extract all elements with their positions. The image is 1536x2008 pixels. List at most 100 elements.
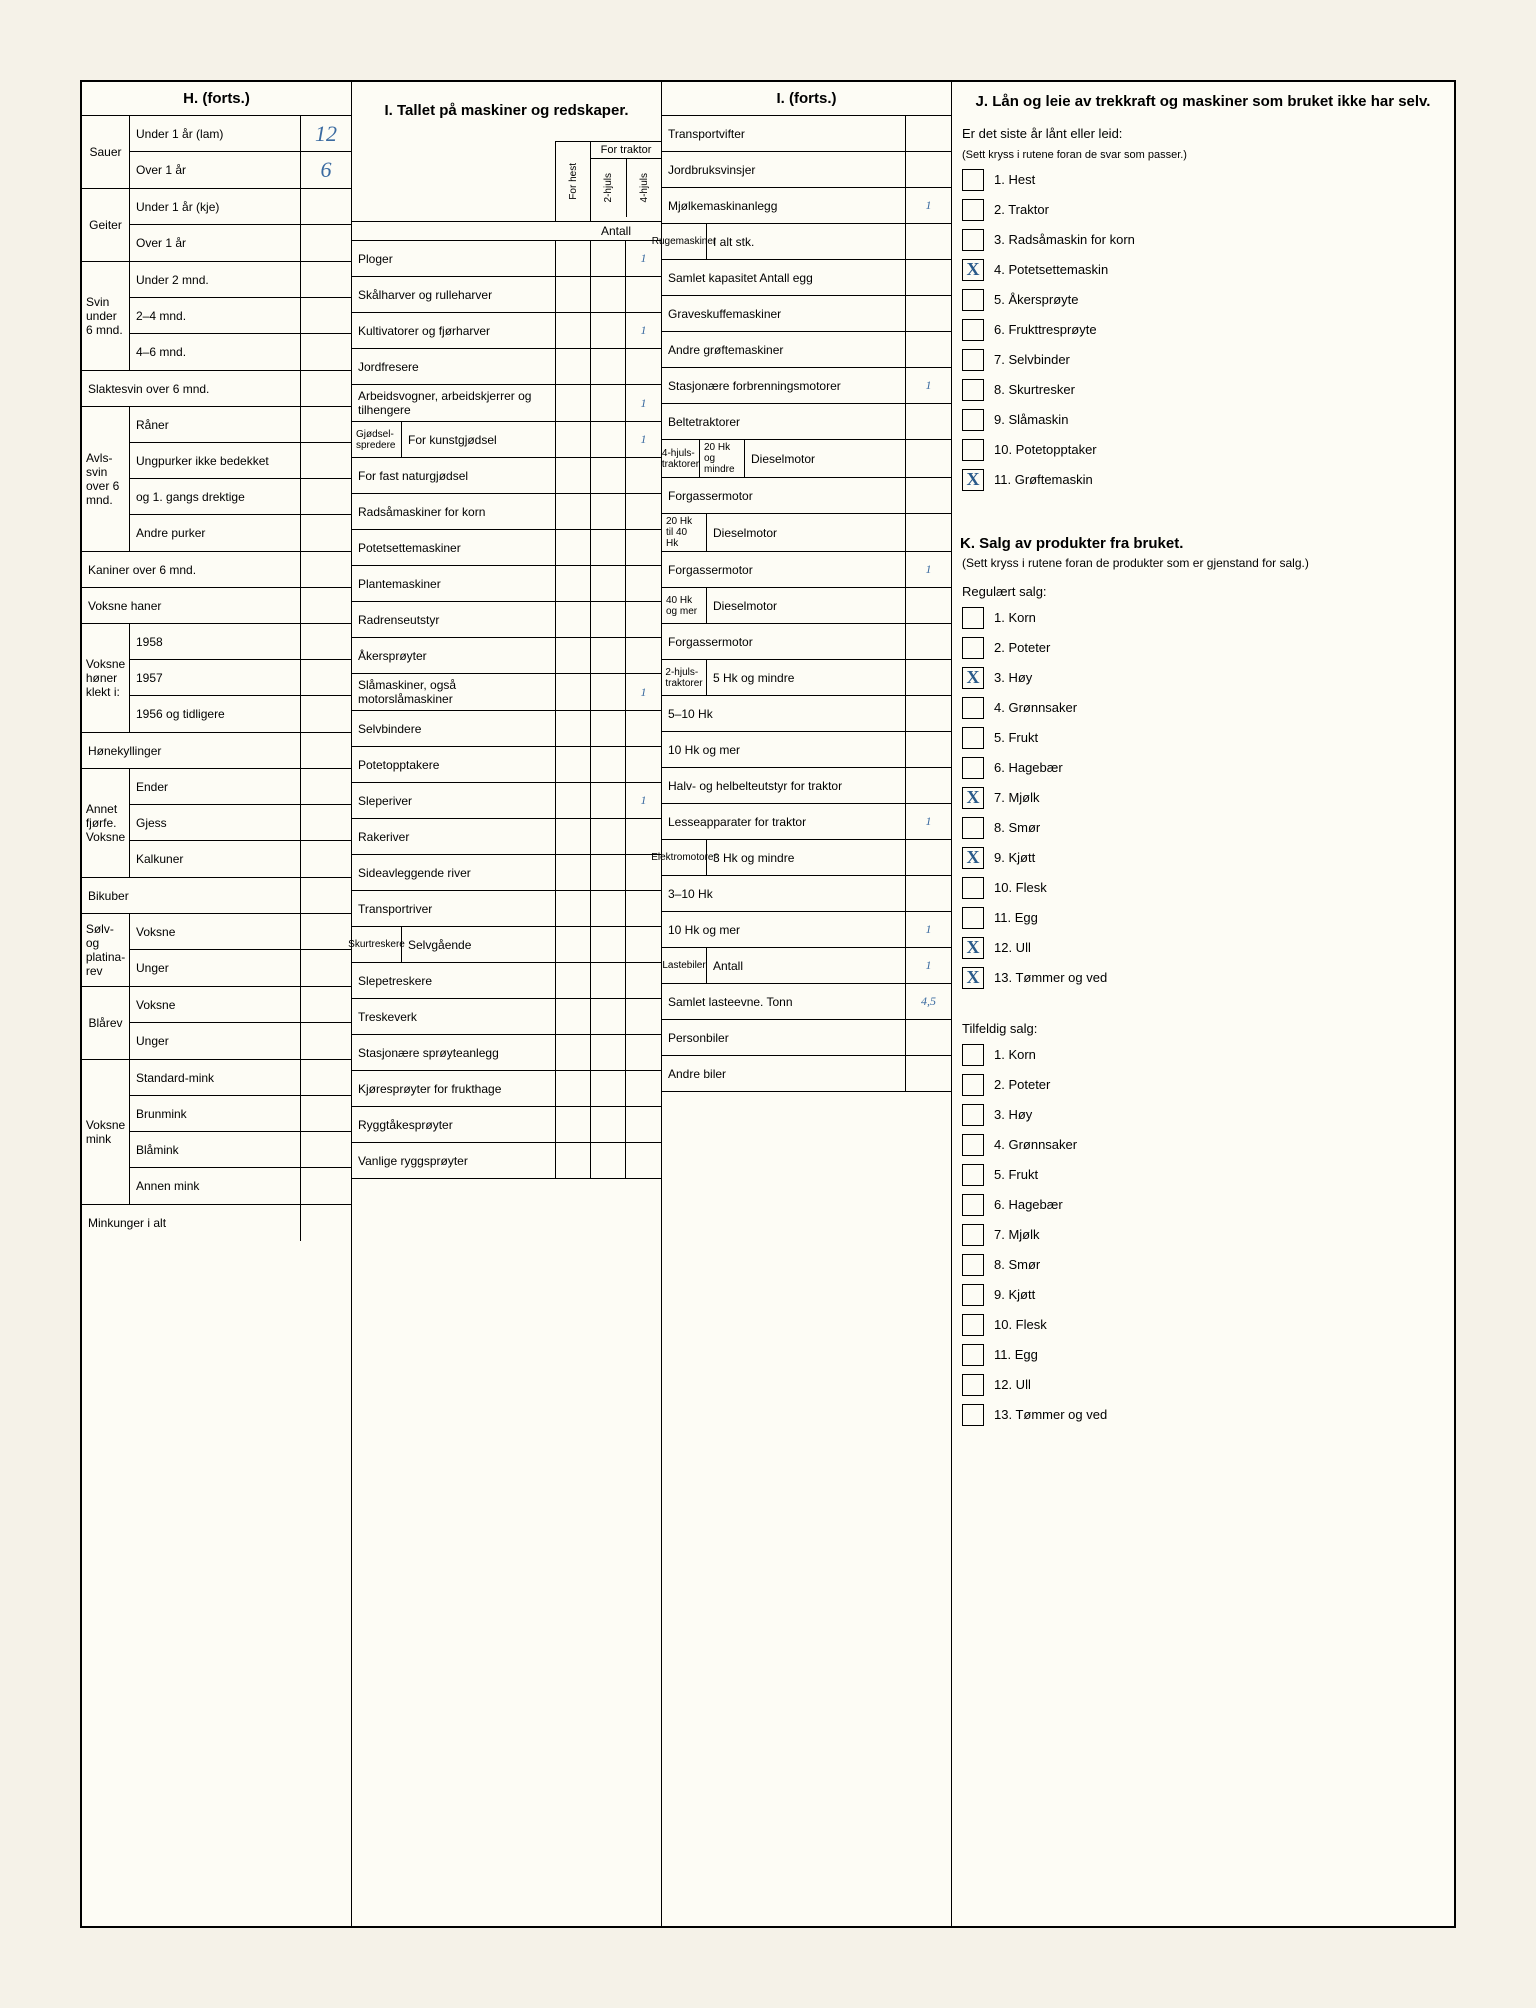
group-side-label: Voksne mink (82, 1060, 130, 1204)
row-label: Under 1 år (lam) (130, 116, 301, 151)
form-page: H. (forts.) SauerUnder 1 år (lam)12Over … (80, 80, 1456, 1928)
row-label: Under 1 år (kje) (130, 189, 301, 224)
checkbox[interactable]: X (962, 667, 984, 689)
i-row-value (626, 566, 661, 601)
option-label: 6. Hagebær (994, 760, 1063, 775)
checkbox[interactable] (962, 169, 984, 191)
checkbox[interactable] (962, 757, 984, 779)
i2-row-label: Andre grøftemaskiner (662, 332, 906, 367)
checkbox[interactable] (962, 1104, 984, 1126)
j-option-row: 10. Potetopptaker (952, 435, 1454, 465)
checkbox[interactable]: X (962, 469, 984, 491)
i2-row-value (906, 1020, 951, 1055)
i-row-value (626, 999, 661, 1034)
row-value: 12 (301, 116, 351, 151)
k-option-row: X12. Ull (952, 933, 1454, 963)
checkbox[interactable]: X (962, 937, 984, 959)
checkbox[interactable]: X (962, 787, 984, 809)
checkbox[interactable] (962, 877, 984, 899)
checkbox[interactable] (962, 1344, 984, 1366)
i2-row-label: Mjølkemaskinanlegg (662, 188, 906, 223)
k-option-row: X9. Kjøtt (952, 843, 1454, 873)
checkbox[interactable] (962, 907, 984, 929)
checkbox[interactable] (962, 1044, 984, 1066)
checkbox[interactable] (962, 817, 984, 839)
section-H-title: H. (forts.) (82, 82, 351, 116)
option-label: 4. Potetsettemaskin (994, 262, 1108, 277)
checkbox[interactable] (962, 1284, 984, 1306)
i-row-value: 1 (626, 385, 661, 421)
row-label: Voksne (130, 914, 301, 949)
option-label: 7. Mjølk (994, 1227, 1040, 1242)
option-label: 11. Egg (994, 1347, 1038, 1362)
option-label: 3. Høy (994, 670, 1032, 685)
checkbox[interactable] (962, 727, 984, 749)
row-value (301, 225, 351, 261)
checkbox[interactable] (962, 409, 984, 431)
k-option-row: 11. Egg (952, 1340, 1454, 1370)
i-row-value (626, 927, 661, 962)
i-row-label: Radrenseutstyr (352, 602, 556, 637)
checkbox[interactable] (962, 1164, 984, 1186)
j-option-row: 9. Slåmaskin (952, 405, 1454, 435)
row-label: Slaktesvin over 6 mnd. (82, 371, 301, 406)
k-option-row: X 7. Mjølk (952, 783, 1454, 813)
i2-row-label: 10 Hk og mer (662, 912, 906, 947)
row-label: Blåmink (130, 1132, 301, 1167)
i2-row-value (906, 404, 951, 439)
i-row-value (626, 494, 661, 529)
i-row-label: Kjøresprøyter for frukthage (352, 1071, 556, 1106)
checkbox[interactable] (962, 289, 984, 311)
row-value (301, 987, 351, 1022)
j-option-row: 8. Skurtresker (952, 375, 1454, 405)
checkbox[interactable] (962, 199, 984, 221)
i-row-value (626, 891, 661, 926)
checkbox[interactable]: X (962, 259, 984, 281)
option-label: 9. Slåmaskin (994, 412, 1068, 427)
i2-row-value (906, 116, 951, 151)
i-row-value (626, 458, 661, 493)
checkbox[interactable] (962, 1194, 984, 1216)
checkbox[interactable] (962, 637, 984, 659)
i-side-label: Gjødsel-spredere (352, 422, 402, 457)
checkbox[interactable] (962, 697, 984, 719)
option-label: 5. Frukt (994, 730, 1038, 745)
i-row-label: Selvgående (402, 927, 556, 962)
row-label: Under 2 mnd. (130, 262, 301, 297)
j-option-row: X11. Grøftemaskin (952, 465, 1454, 495)
option-label: 7. Mjølk (994, 790, 1040, 805)
checkbox[interactable] (962, 349, 984, 371)
option-label: 11. Egg (994, 910, 1038, 925)
i-row-value (626, 747, 661, 782)
j-option-row: 6. Frukttresprøyte (952, 315, 1454, 345)
checkbox[interactable] (962, 229, 984, 251)
checkbox[interactable] (962, 319, 984, 341)
checkbox[interactable] (962, 1134, 984, 1156)
row-label: 1957 (130, 660, 301, 695)
k-option-row: 12. Ull (952, 1370, 1454, 1400)
checkbox[interactable] (962, 1374, 984, 1396)
row-label: Unger (130, 1023, 301, 1059)
i2-row-label: 5 Hk og mindre (707, 660, 906, 695)
checkbox[interactable]: X (962, 967, 984, 989)
i2-row-label: Forgassermotor (662, 552, 906, 587)
checkbox[interactable] (962, 439, 984, 461)
option-label: 8. Smør (994, 1257, 1040, 1272)
checkbox[interactable] (962, 1314, 984, 1336)
i-row-label: Potetopptakere (352, 747, 556, 782)
j-option-row: 5. Åkersprøyte (952, 285, 1454, 315)
group-side-label: Avls-svin over 6 mnd. (82, 407, 130, 551)
checkbox[interactable]: X (962, 847, 984, 869)
i2-row-value (906, 660, 951, 695)
checkbox[interactable] (962, 379, 984, 401)
row-value: 6 (301, 152, 351, 188)
checkbox[interactable] (962, 607, 984, 629)
checkbox[interactable] (962, 1224, 984, 1246)
checkbox[interactable] (962, 1254, 984, 1276)
group-side-label: Svin under 6 mnd. (82, 262, 130, 370)
j-option-row: X 4. Potetsettemaskin (952, 255, 1454, 285)
checkbox[interactable] (962, 1404, 984, 1426)
checkbox[interactable] (962, 1074, 984, 1096)
k-option-row: 5. Frukt (952, 723, 1454, 753)
section-I2-title: I. (forts.) (662, 82, 951, 116)
